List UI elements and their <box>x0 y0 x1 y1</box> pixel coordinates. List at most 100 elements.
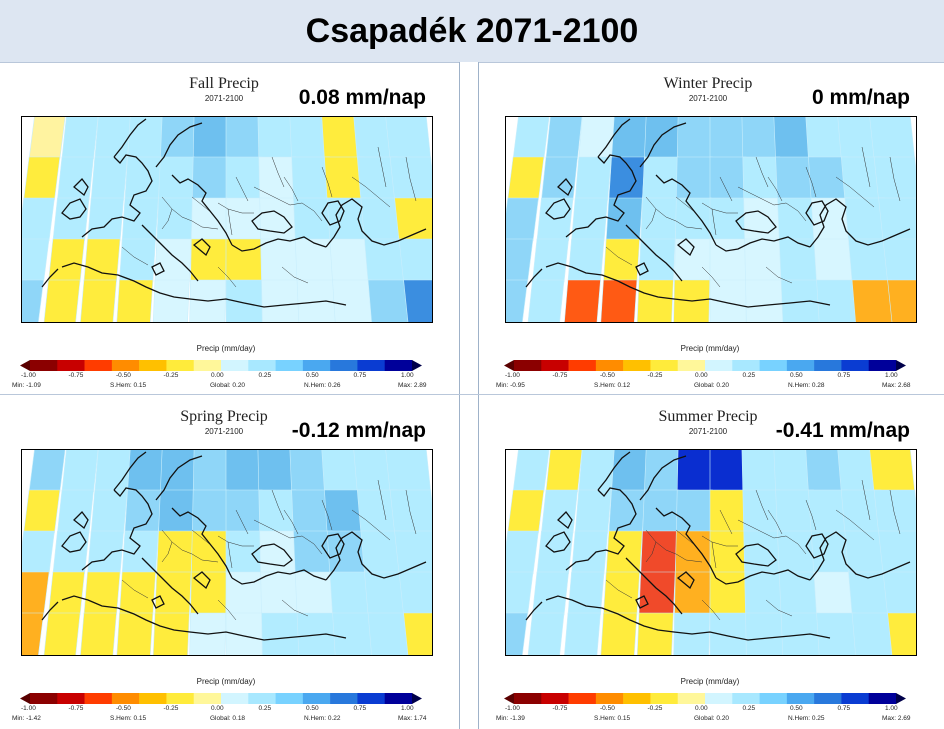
colorbar-segment <box>514 360 542 371</box>
country-border <box>711 208 717 236</box>
grid-cell <box>48 238 85 283</box>
colorbar-high-arrow <box>896 360 906 371</box>
country-border <box>227 208 233 236</box>
colorbar-tick-label: -0.25 <box>647 705 663 712</box>
stat-global: Global: 0.20 <box>694 382 730 389</box>
country-border <box>675 220 703 230</box>
country-border <box>889 489 901 535</box>
map-svg <box>22 117 432 322</box>
coastline <box>321 200 345 226</box>
grid-cell <box>225 612 263 655</box>
coastline <box>597 451 631 491</box>
colorbar-segment <box>275 360 304 371</box>
grid-cell <box>574 489 612 534</box>
panel-period: 2071-2100 <box>688 94 728 103</box>
colorbar-tick-label: 0.50 <box>306 372 319 379</box>
colorbar-low-arrow <box>20 693 30 704</box>
grid-cell <box>225 450 263 493</box>
colorbar-high-arrow <box>896 693 906 704</box>
colorbar-segment <box>568 360 597 371</box>
grid-cell <box>225 238 263 283</box>
colorbar-high-arrow <box>412 693 422 704</box>
country-border <box>861 146 871 188</box>
coastline <box>805 200 829 226</box>
coastline <box>639 122 687 168</box>
grid-cell <box>61 450 99 493</box>
grid-cell <box>119 571 156 616</box>
colorbar-segment <box>759 693 788 704</box>
country-border <box>161 529 193 555</box>
colorbar-segment <box>330 360 358 371</box>
grid-cell <box>57 489 94 534</box>
country-border <box>405 489 417 535</box>
map-panel: Winter Precip 2071-2100 0 mm/nap Precip (mm… <box>484 62 943 394</box>
colorbar-segment <box>841 360 870 371</box>
country-border <box>161 196 193 222</box>
coastline <box>565 487 637 571</box>
grid-cell <box>638 571 676 616</box>
grid-cell <box>127 450 164 493</box>
colorbar-tick-label: 0.75 <box>353 705 367 712</box>
colorbar-segment <box>221 360 249 371</box>
grid-cell <box>745 279 784 322</box>
grid-cell <box>676 117 714 160</box>
country-border <box>121 579 149 599</box>
precip-change-value: 0.08 mm/nap <box>298 86 426 109</box>
grid-cell <box>507 156 545 201</box>
colorbar-segment <box>514 693 542 704</box>
map-svg <box>22 450 432 655</box>
grid-cell <box>869 117 916 160</box>
country-border <box>645 541 657 563</box>
grid-cell <box>873 489 916 534</box>
coastline <box>635 262 649 276</box>
coastline <box>597 118 631 158</box>
country-border <box>161 541 173 563</box>
country-border <box>271 489 285 521</box>
grid-cell <box>541 489 578 534</box>
country-border <box>645 529 677 555</box>
colorbar-segment <box>541 360 569 371</box>
precip-map <box>505 449 917 656</box>
grid-cell <box>611 117 648 160</box>
grid-cell <box>22 612 45 655</box>
country-border <box>283 176 299 202</box>
colorbar-tick-label: -1.00 <box>505 372 520 379</box>
grid-cell <box>94 450 132 493</box>
colorbar-segment <box>248 360 276 371</box>
country-border <box>351 176 391 208</box>
colorbar-title: Precip (mm/day) <box>680 677 740 686</box>
grid-cell <box>225 117 263 160</box>
precip-map <box>21 449 433 656</box>
grid-cell <box>398 238 432 283</box>
grid-cell <box>512 117 550 160</box>
grid-cell <box>603 238 640 283</box>
grid-cell <box>43 612 81 655</box>
country-border <box>191 553 219 563</box>
country-border <box>835 176 875 208</box>
grid-cell <box>258 156 298 201</box>
colorbar-segment <box>221 693 249 704</box>
stat-min: Min: -1.39 <box>496 715 525 722</box>
grid-cell <box>152 612 190 655</box>
country-border <box>767 509 783 535</box>
colorbar-segment <box>732 693 760 704</box>
stat-nhem: N.Hem: 0.28 <box>788 382 825 389</box>
coastline <box>735 210 777 234</box>
colorbar-tick-label: 0.50 <box>306 705 319 712</box>
colorbar-segment <box>841 693 870 704</box>
grid-cell <box>709 197 747 242</box>
coastline <box>231 569 327 585</box>
grid-cell <box>294 238 336 283</box>
colorbar-segment <box>677 693 706 704</box>
stat-min: Min: -1.42 <box>12 715 41 722</box>
country-border <box>217 535 254 547</box>
grid-cell <box>600 279 638 322</box>
colorbar-segment <box>275 693 304 704</box>
stat-shem: S.Hem: 0.12 <box>594 382 631 389</box>
colorbar-tick-label: 0.00 <box>211 705 224 712</box>
colorbar-segment <box>248 693 276 704</box>
colorbar-segment <box>623 693 651 704</box>
grid-cell <box>87 530 125 575</box>
coastline <box>81 154 153 238</box>
coastline <box>141 224 199 282</box>
